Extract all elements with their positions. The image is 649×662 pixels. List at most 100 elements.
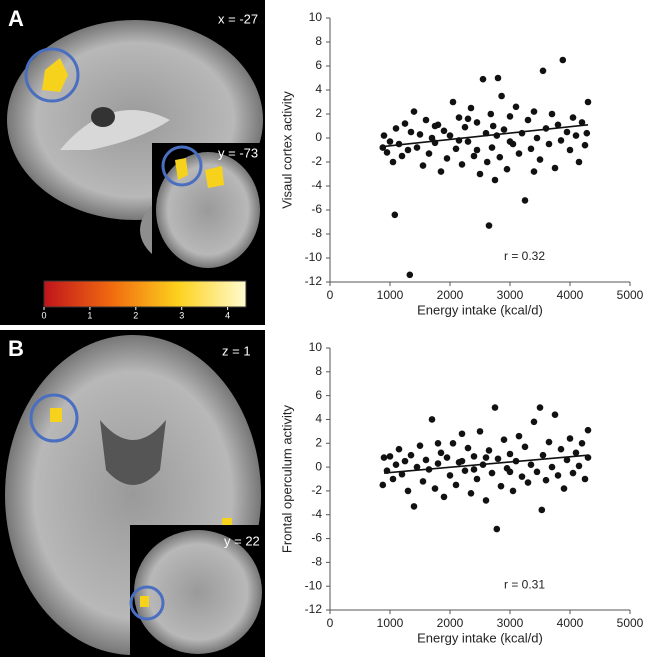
point [438, 168, 445, 175]
point [492, 404, 499, 411]
point [537, 156, 544, 163]
point [465, 138, 472, 145]
point [441, 494, 448, 501]
point [498, 483, 505, 490]
point [423, 457, 430, 464]
x-tick-label: 5000 [617, 616, 644, 630]
y-tick-label: -8 [311, 555, 322, 569]
point [552, 411, 559, 418]
y-tick-label: -10 [305, 250, 323, 264]
point [573, 450, 580, 457]
point [392, 212, 399, 219]
point [459, 430, 466, 437]
point [474, 119, 481, 126]
point [405, 147, 412, 154]
point [420, 162, 427, 169]
point [414, 144, 421, 151]
colorbar-tick-label: 2 [133, 310, 138, 320]
panel-label: B [8, 336, 24, 361]
point [459, 458, 466, 465]
activation [222, 518, 232, 526]
point [459, 161, 466, 168]
point [462, 124, 469, 131]
point [543, 477, 550, 484]
point [486, 447, 493, 454]
point [498, 93, 505, 100]
y-tick-label: 0 [315, 130, 322, 144]
point [522, 444, 529, 451]
point [516, 150, 523, 157]
point [417, 131, 424, 138]
point [390, 159, 397, 166]
trendline [384, 125, 588, 147]
x-tick-label: 4000 [557, 288, 584, 302]
point [405, 488, 412, 495]
y-tick-label: -6 [311, 202, 322, 216]
point [408, 452, 415, 459]
point [468, 105, 475, 112]
point [447, 472, 454, 479]
y-tick-label: 6 [315, 388, 322, 402]
point [570, 470, 577, 477]
y-axis-label: Frontal operculum activity [279, 404, 294, 553]
point [501, 126, 508, 133]
point [411, 503, 418, 510]
point [450, 440, 457, 447]
point [494, 526, 501, 533]
y-tick-label: 2 [315, 106, 322, 120]
point [558, 137, 565, 144]
point [381, 132, 388, 139]
x-tick-label: 0 [327, 616, 334, 630]
y-tick-label: -12 [305, 602, 323, 616]
x-tick-label: 2000 [437, 288, 464, 302]
point [507, 113, 514, 120]
slice-coordinate: z = 1 [222, 343, 251, 358]
point [387, 138, 394, 145]
point [483, 497, 490, 504]
point [490, 123, 497, 130]
x-tick-label: 3000 [497, 616, 524, 630]
x-axis-label: Energy intake (kcal/d) [417, 630, 543, 645]
point [549, 111, 556, 118]
point [396, 446, 403, 453]
y-tick-label: 8 [315, 364, 322, 378]
point [537, 404, 544, 411]
activation [50, 408, 62, 422]
point [408, 129, 415, 136]
point [465, 445, 472, 452]
point [507, 469, 514, 476]
point [441, 128, 448, 135]
point [539, 507, 546, 514]
y-tick-label: -2 [311, 154, 322, 168]
y-axis-label: Visaul cortex activity [279, 91, 294, 209]
point [567, 435, 574, 442]
point [435, 440, 442, 447]
colorbar-tick-label: 1 [87, 310, 92, 320]
point [582, 142, 589, 149]
point [585, 427, 592, 434]
point [584, 130, 591, 137]
point [567, 147, 574, 154]
y-tick-label: -10 [305, 578, 323, 592]
colorbar-tick-label: 3 [179, 310, 184, 320]
y-tick-label: -2 [311, 483, 322, 497]
point [540, 452, 547, 459]
point [582, 476, 589, 483]
point [540, 68, 547, 75]
point [516, 433, 523, 440]
point [552, 165, 559, 172]
point [522, 197, 529, 204]
annotation: r = 0.31 [504, 577, 545, 591]
slice-coordinate: y = -73 [218, 145, 258, 160]
point [492, 177, 499, 184]
point [531, 419, 538, 426]
point [477, 171, 484, 178]
point [510, 488, 517, 495]
point [438, 450, 445, 457]
point [399, 153, 406, 160]
colorbar-tick-label: 0 [41, 310, 46, 320]
annotation: r = 0.32 [504, 249, 545, 263]
point [450, 99, 457, 106]
point [471, 466, 478, 473]
point [402, 120, 409, 127]
